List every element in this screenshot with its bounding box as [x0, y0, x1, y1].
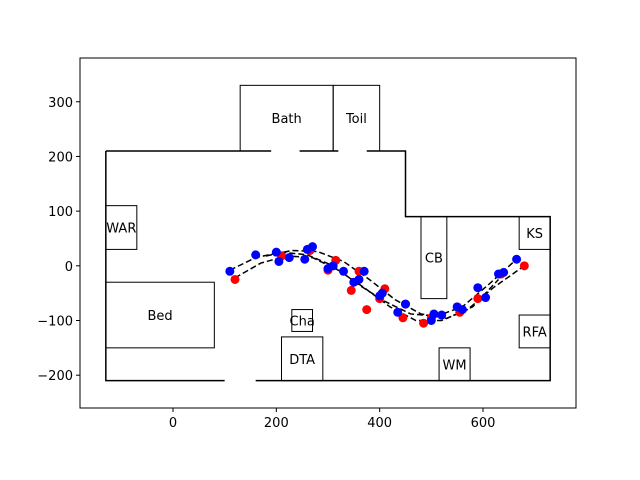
data-point-s1-15	[377, 288, 387, 298]
data-point-s1-17	[401, 299, 410, 309]
data-point-s1-26	[499, 267, 509, 277]
data-point-s1-22	[457, 305, 467, 315]
data-point-s1-20	[437, 310, 447, 320]
data-point-s1-10	[339, 266, 348, 276]
data-point-s1-2	[271, 247, 281, 257]
rooms-layer: Bath Toil WAR Bed Cha DTA CB KS RFA WM	[105, 84, 551, 382]
data-point-s0-0	[230, 274, 240, 284]
x-tick-label-3: 600	[471, 416, 496, 431]
room-label-rfa: RFA	[523, 325, 547, 340]
room-label-ks: KS	[526, 227, 543, 242]
data-point-s1-0	[225, 266, 235, 276]
points-layer	[225, 242, 529, 328]
y-tick-label-3: 100	[48, 205, 73, 220]
data-point-s0-17	[519, 261, 529, 271]
data-point-s0-7	[362, 305, 372, 315]
data-point-s1-9	[328, 261, 338, 271]
y-tick-label-1: −100	[37, 315, 73, 330]
x-tick-label-1: 200	[264, 416, 289, 431]
room-label-dta: DTA	[289, 353, 315, 368]
y-tick-label-5: 300	[48, 96, 73, 111]
data-point-s1-5	[300, 254, 310, 264]
room-box-cha	[291, 309, 314, 332]
axes-layer: 0 200 400 600 −200 −100 0 100 200 300	[37, 96, 495, 431]
data-point-s1-1	[251, 250, 261, 260]
y-tick-label-2: 0	[65, 260, 73, 275]
room-label-cb: CB	[425, 252, 443, 267]
y-tick-label-4: 200	[48, 150, 73, 165]
room-label-bath: Bath	[272, 112, 302, 127]
data-point-s1-16	[393, 307, 403, 317]
data-point-s1-23	[473, 283, 483, 293]
room-label-cha: Cha	[290, 315, 315, 330]
data-point-s0-5	[346, 285, 356, 295]
floorplan-outline	[105, 150, 551, 382]
y-tick-label-0: −200	[37, 369, 73, 384]
data-point-s1-3	[274, 256, 284, 266]
data-point-s0-12	[419, 318, 429, 328]
data-point-s1-7	[308, 242, 317, 252]
data-point-s1-24	[481, 293, 491, 303]
data-point-s0-15	[473, 294, 483, 304]
floorplan-outline-layer	[105, 149, 551, 383]
data-point-s1-27	[512, 254, 522, 264]
room-label-wm: WM	[443, 358, 467, 373]
x-tick-label-0: 0	[169, 416, 177, 431]
data-point-s1-13	[359, 266, 369, 276]
data-point-s1-19	[429, 309, 439, 319]
plot-frame	[79, 57, 577, 409]
data-point-s1-4	[284, 253, 294, 263]
room-label-toil: Toil	[345, 112, 367, 127]
room-label-bed: Bed	[147, 309, 172, 324]
room-label-war: WAR	[106, 222, 136, 237]
data-point-s1-12	[354, 274, 364, 284]
x-tick-label-2: 400	[367, 416, 392, 431]
